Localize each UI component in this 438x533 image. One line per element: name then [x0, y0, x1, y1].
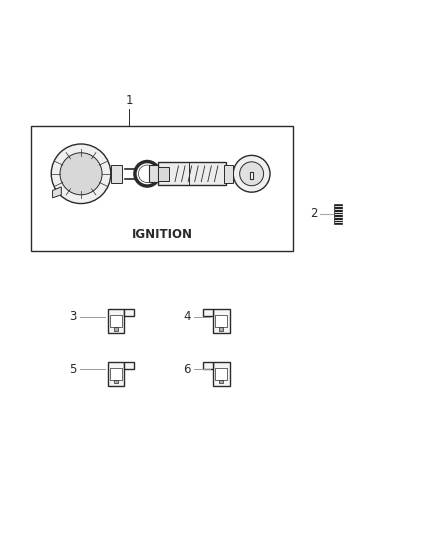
Circle shape — [138, 165, 156, 182]
Circle shape — [233, 156, 270, 192]
Circle shape — [135, 161, 159, 186]
Text: 3: 3 — [69, 310, 77, 324]
Circle shape — [51, 144, 111, 204]
Bar — [215, 315, 227, 327]
Bar — [114, 327, 118, 330]
Bar — [114, 379, 118, 383]
Polygon shape — [213, 309, 230, 333]
Text: IGNITION: IGNITION — [131, 228, 193, 241]
Text: 2: 2 — [310, 207, 318, 221]
Polygon shape — [124, 309, 134, 316]
Bar — [110, 315, 122, 327]
Circle shape — [60, 153, 102, 195]
Polygon shape — [203, 309, 213, 316]
Bar — [219, 379, 223, 383]
Text: 1: 1 — [125, 94, 133, 107]
Polygon shape — [124, 362, 134, 369]
Bar — [159, 167, 170, 181]
Bar — [159, 163, 226, 185]
Polygon shape — [108, 309, 124, 333]
Text: 6: 6 — [183, 363, 191, 376]
Bar — [334, 204, 342, 223]
Bar — [111, 165, 122, 182]
Text: 4: 4 — [183, 310, 191, 324]
Bar — [219, 327, 223, 330]
Bar — [149, 165, 159, 182]
Bar — [31, 126, 293, 251]
Bar — [224, 165, 233, 182]
Polygon shape — [108, 362, 124, 386]
Bar — [215, 368, 227, 380]
Text: 5: 5 — [69, 363, 77, 376]
Polygon shape — [213, 362, 230, 386]
Polygon shape — [53, 187, 61, 198]
Circle shape — [240, 162, 264, 185]
Bar — [250, 172, 253, 180]
Bar — [110, 368, 122, 380]
Polygon shape — [203, 362, 213, 369]
